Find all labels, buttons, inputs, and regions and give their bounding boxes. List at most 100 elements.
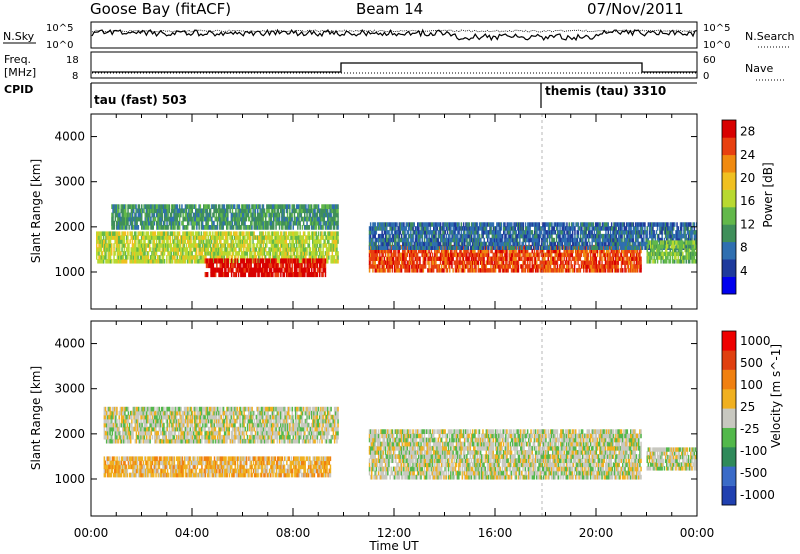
power-cell: [389, 245, 391, 250]
power-cell: [147, 243, 150, 248]
power-cell: [298, 259, 300, 264]
power-cell: [485, 264, 488, 269]
power-cell: [517, 252, 520, 258]
power-cell: [197, 255, 199, 260]
power-cell: [576, 256, 578, 261]
power-cell: [309, 247, 312, 252]
power-cell: [578, 252, 580, 258]
power-cell: [541, 252, 544, 258]
power-cell: [458, 230, 460, 235]
power-cell: [299, 204, 301, 210]
power-cell: [502, 260, 505, 265]
power-cell: [376, 264, 379, 269]
power-cell: [241, 243, 244, 248]
power-cell: [400, 252, 403, 258]
power-cell: [390, 264, 392, 269]
power-cell: [522, 260, 524, 265]
power-cell: [336, 235, 338, 240]
power-cell: [515, 268, 517, 273]
power-cell: [97, 235, 99, 240]
power-cell: [315, 255, 317, 260]
power-cell: [131, 212, 134, 218]
power-cell: [166, 239, 168, 244]
power-cell: [330, 259, 332, 264]
power-cell: [432, 268, 435, 273]
power-cell: [328, 251, 330, 256]
power-cell: [137, 225, 140, 230]
power-cell: [146, 255, 149, 260]
power-cell: [444, 230, 446, 235]
power-cell: [242, 204, 244, 210]
power-cell: [493, 264, 496, 269]
power-cell: [329, 220, 331, 226]
power-cell: [161, 204, 164, 210]
power-cell: [284, 267, 287, 273]
power-cell: [316, 204, 319, 210]
power-cell: [301, 216, 304, 222]
power-cell: [388, 230, 390, 235]
power-cell: [374, 248, 376, 254]
power-cell: [134, 243, 136, 248]
power-cell: [556, 260, 559, 265]
power-cell: [561, 252, 563, 258]
power-cell: [321, 272, 323, 278]
power-cell: [97, 247, 99, 252]
power-cell: [122, 251, 124, 256]
power-cell: [305, 204, 307, 210]
power-cell: [274, 263, 276, 269]
power-cell: [200, 255, 203, 260]
power-cell: [188, 251, 190, 256]
power-cell: [470, 233, 473, 239]
power-cell: [376, 248, 379, 254]
power-cell: [262, 272, 265, 278]
power-cell: [329, 225, 331, 230]
power-cell: [167, 204, 169, 210]
power-cell: [555, 248, 557, 254]
power-cell: [148, 259, 151, 264]
power-cell: [545, 264, 547, 269]
power-cell: [279, 243, 282, 248]
power-cell: [221, 208, 223, 214]
power-cell: [473, 260, 475, 265]
power-cell: [139, 231, 142, 236]
power-cell: [286, 263, 289, 269]
power-cell: [254, 251, 257, 256]
power-cell: [228, 243, 230, 248]
power-cell: [291, 216, 293, 222]
power-cell: [144, 212, 146, 218]
power-cell: [544, 256, 546, 261]
power-cell: [267, 225, 269, 230]
power-cell: [324, 204, 327, 210]
power-cell: [242, 267, 244, 273]
power-cell: [237, 212, 239, 218]
power-cell: [494, 248, 497, 254]
freq-tick-bottom: 8: [72, 71, 78, 82]
power-cell: [128, 216, 130, 222]
power-cell: [522, 248, 524, 254]
power-cell: [307, 204, 309, 210]
power-cell: [443, 260, 445, 265]
power-cell: [196, 216, 198, 222]
power-cell: [281, 267, 283, 273]
power-cell: [532, 268, 535, 273]
power-cell: [481, 256, 483, 261]
power-cell: [189, 235, 191, 240]
power-cell: [570, 260, 572, 265]
power-cell: [310, 208, 313, 214]
power-cell: [164, 208, 166, 214]
power-cell: [265, 263, 267, 269]
power-cell: [139, 212, 142, 218]
power-cell: [190, 212, 192, 218]
power-cell: [164, 225, 166, 230]
power-cell: [235, 216, 237, 222]
power-cell: [573, 260, 576, 265]
power-cell: [320, 239, 322, 244]
power-cell: [565, 244, 568, 250]
power-cell: [387, 264, 389, 269]
power-cell: [499, 264, 501, 269]
power-cell: [285, 216, 288, 222]
power-cell: [201, 243, 204, 248]
power-cell: [225, 258, 227, 264]
power-cell: [286, 267, 289, 273]
power-cell: [225, 231, 228, 236]
